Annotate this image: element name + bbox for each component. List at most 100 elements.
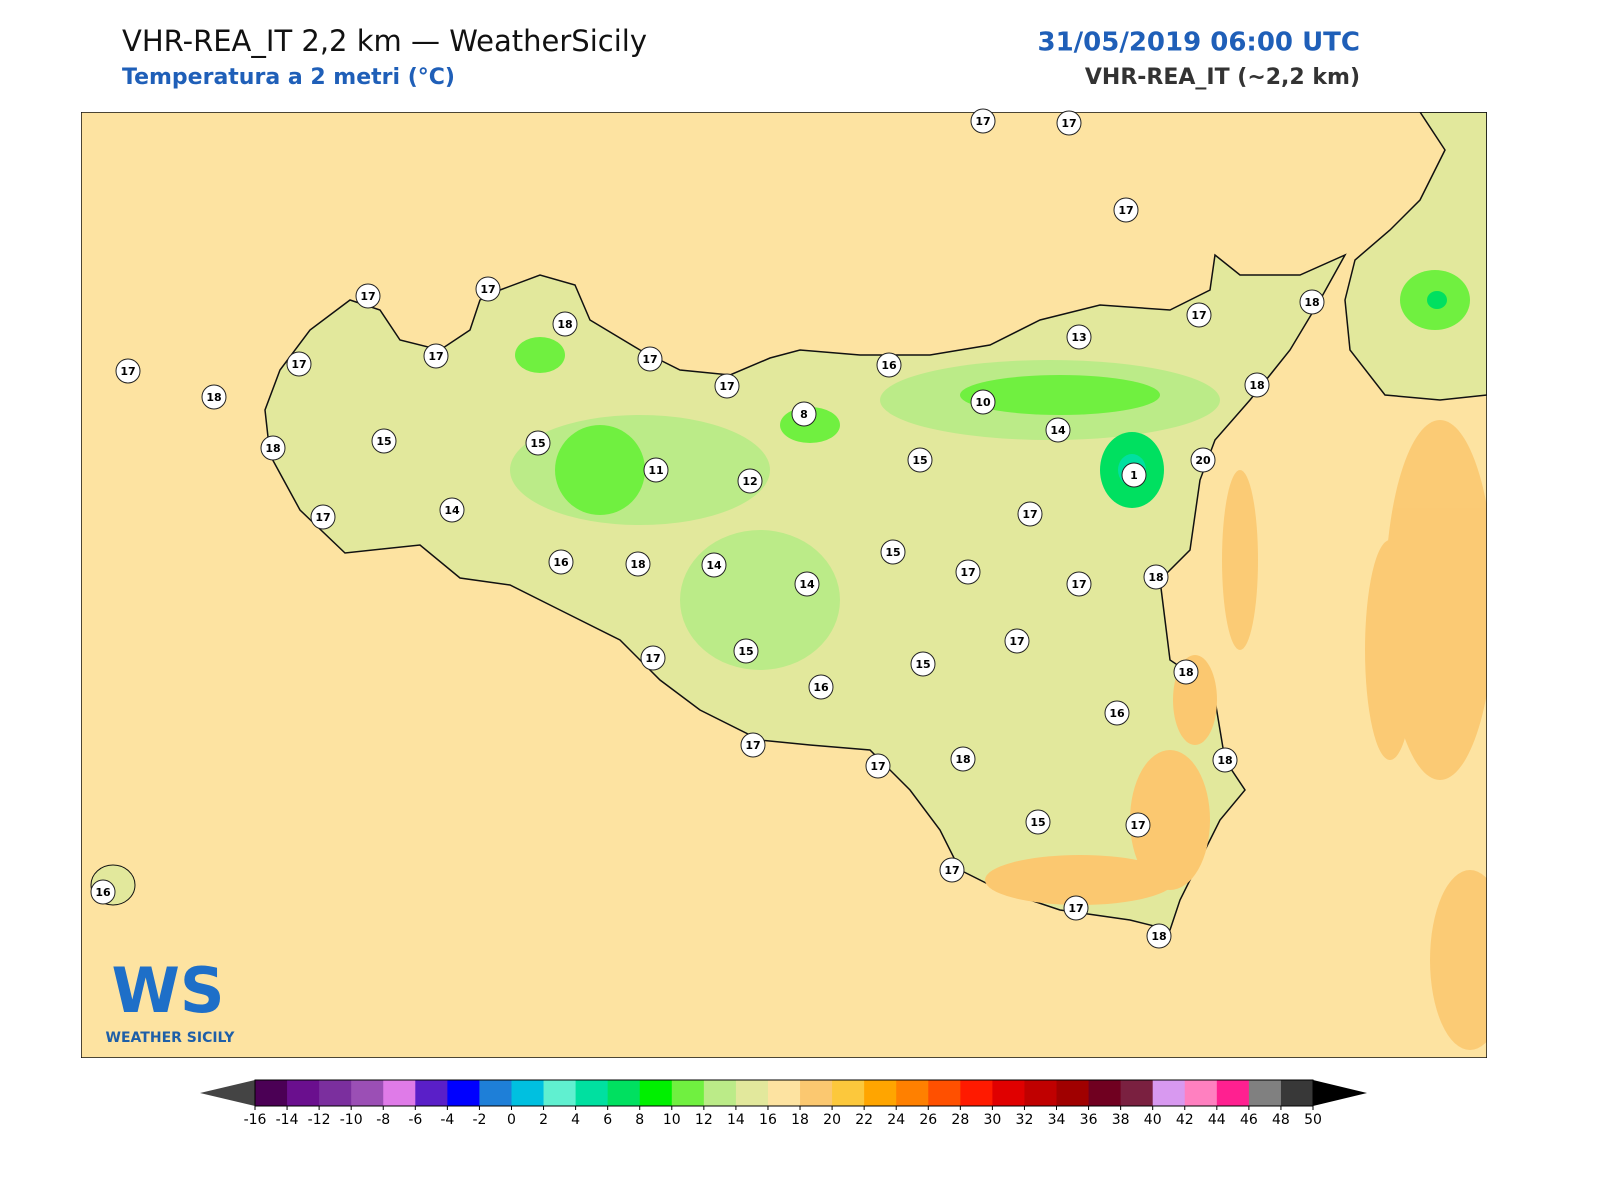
- station-value: 18: [955, 753, 970, 766]
- warm-coast: [985, 655, 1217, 905]
- warm-areas: [1222, 420, 1487, 1050]
- station-value: 15: [885, 546, 900, 559]
- colorbar-tick-label: -10: [340, 1112, 363, 1128]
- station-value: 15: [912, 454, 927, 467]
- station-marker: [955, 559, 981, 585]
- station-marker: [286, 351, 312, 377]
- station-marker: [1146, 923, 1172, 949]
- colorbar-tick-label: 38: [1112, 1112, 1130, 1128]
- calabria-peak: [1427, 291, 1447, 309]
- colorbar-tick-label: 36: [1080, 1112, 1098, 1128]
- colorbar-bin: [479, 1080, 512, 1106]
- station-value: 18: [1217, 754, 1232, 767]
- colorbar-bin: [1216, 1080, 1250, 1106]
- colorbar-tick-label: 4: [571, 1112, 580, 1128]
- station-marker: [548, 549, 574, 575]
- colorbar-bin: [928, 1080, 961, 1106]
- colorbar-tick-label: 34: [1048, 1112, 1066, 1128]
- station-value: 17: [719, 380, 734, 393]
- station-marker: [1004, 628, 1030, 654]
- colorbar-tick-label: 40: [1144, 1112, 1162, 1128]
- colorbar-tick-label: 22: [855, 1112, 873, 1128]
- station-value: 10: [975, 396, 991, 409]
- station-value: 17: [645, 652, 660, 665]
- station-value: 18: [206, 391, 221, 404]
- colorbar-tick-label: 46: [1240, 1112, 1258, 1128]
- station-marker: [260, 435, 286, 461]
- station-value: 12: [742, 475, 757, 488]
- station-marker: [1190, 447, 1216, 473]
- station-value: 14: [706, 559, 722, 572]
- colorbar-bin: [607, 1080, 641, 1106]
- station-value: 8: [800, 408, 808, 421]
- station-marker: [1143, 564, 1169, 590]
- colorbar-tick-label: 8: [635, 1112, 644, 1128]
- model: VHR-REA_IT (~2,2 km): [1085, 65, 1360, 90]
- station-marker: [1173, 659, 1199, 685]
- colorbar-bin: [767, 1080, 801, 1106]
- colorbar-tick-label: -4: [440, 1112, 454, 1128]
- station-marker: [970, 389, 996, 415]
- station-value: 14: [444, 504, 460, 517]
- station-value: 18: [557, 318, 572, 331]
- station-value: 17: [1191, 309, 1206, 322]
- station-value: 14: [1050, 424, 1066, 437]
- station-value: 18: [1249, 379, 1264, 392]
- station-marker: [640, 645, 666, 671]
- station-value: 18: [1178, 666, 1193, 679]
- station-value: 17: [428, 350, 443, 363]
- station-value: 17: [1118, 204, 1133, 217]
- stations: 17 17 17 17 17 18 18 17 13 17 17 17 17 17 16 18 18 8 10 14 1…: [90, 108, 1325, 949]
- station-marker: [733, 638, 759, 664]
- station-marker: [1025, 809, 1051, 835]
- station-marker: [701, 552, 727, 578]
- colorbar-bin: [671, 1080, 705, 1106]
- colorbar-outline: [254, 1079, 1314, 1107]
- station-marker: [1113, 197, 1139, 223]
- station-value: 17: [745, 739, 760, 752]
- station-value: 14: [799, 578, 815, 591]
- station-value: 18: [630, 558, 645, 571]
- colorbar-tick-label: 12: [695, 1112, 713, 1128]
- station-value: 15: [1030, 816, 1045, 829]
- station-value: 16: [553, 556, 569, 569]
- colorbar-bin: [543, 1080, 577, 1106]
- station-marker: [939, 857, 965, 883]
- colorbar-bin: [960, 1080, 993, 1106]
- colorbar-tick-label: 14: [727, 1112, 745, 1128]
- colorbar-tick-label: -2: [472, 1112, 486, 1128]
- colorbar-bin: [864, 1080, 897, 1106]
- colorbar-bin: [351, 1080, 384, 1106]
- station-marker: [643, 457, 669, 483]
- station-marker: [737, 468, 763, 494]
- colorbar-bin: [1024, 1080, 1058, 1106]
- station-value: 11: [648, 464, 663, 477]
- colorbar-tick-label: 28: [951, 1112, 969, 1128]
- station-value: 17: [1068, 902, 1083, 915]
- station-marker: [1066, 571, 1092, 597]
- station-value: 18: [1148, 571, 1163, 584]
- station-value: 17: [870, 760, 885, 773]
- colorbar-tick-label: 10: [663, 1112, 681, 1128]
- colorbar-bin: [1280, 1080, 1314, 1106]
- station-marker: [423, 343, 449, 369]
- station-value: 20: [1195, 454, 1211, 467]
- station-value: 13: [1071, 331, 1086, 344]
- station-value: 18: [1304, 296, 1319, 309]
- colorbar-bin: [832, 1080, 865, 1106]
- colorbar-bin: [575, 1080, 609, 1106]
- colorbar-bin: [319, 1080, 352, 1106]
- colorbar-tick-label: 16: [759, 1112, 777, 1128]
- colorbar-over: [1313, 1080, 1367, 1106]
- colorbar-bin: [383, 1080, 416, 1106]
- station-value: 17: [291, 358, 306, 371]
- station-marker: [791, 401, 817, 427]
- station-value: 17: [1009, 635, 1024, 648]
- colorbar-bin: [1248, 1080, 1282, 1106]
- station-marker: [970, 108, 996, 134]
- station-marker: [910, 651, 936, 677]
- colorbar-tick-label: 6: [603, 1112, 612, 1128]
- colorbar-bin: [287, 1080, 320, 1106]
- station-marker: [115, 358, 141, 384]
